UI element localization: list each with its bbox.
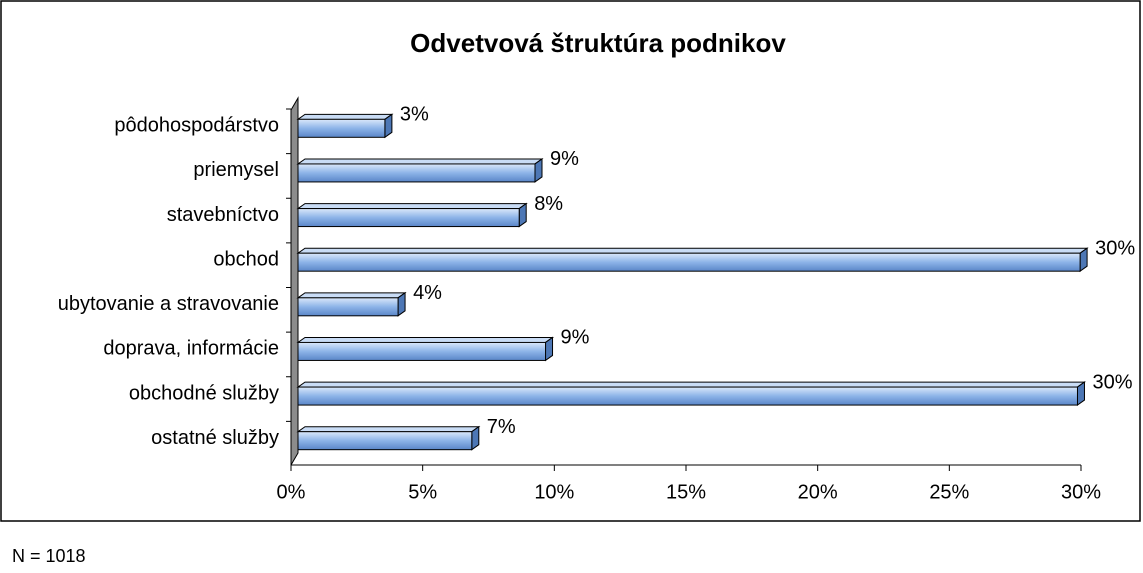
x-tick-label: 30% bbox=[1061, 481, 1101, 503]
value-label: 30% bbox=[1095, 237, 1135, 259]
y-tick-label: obchodné služby bbox=[129, 382, 279, 404]
value-label: 4% bbox=[413, 282, 442, 304]
x-tick-label: 10% bbox=[534, 481, 574, 503]
value-label: 3% bbox=[400, 104, 429, 126]
bar-top bbox=[296, 292, 407, 299]
bar bbox=[297, 252, 1081, 272]
bar-top bbox=[296, 381, 1087, 388]
y-tick-label: ubytovanie a stravovanie bbox=[58, 293, 279, 315]
y-tick-label: ostatné služby bbox=[151, 427, 279, 449]
x-tick-label: 20% bbox=[798, 481, 838, 503]
x-tick-label: 15% bbox=[666, 481, 706, 503]
x-tick-label: 5% bbox=[408, 481, 437, 503]
y-tick-label: priemysel bbox=[193, 159, 279, 181]
y-tick-label: pôdohospodárstvo bbox=[114, 115, 279, 137]
bar bbox=[297, 386, 1078, 406]
y-tick-label: doprava, informácie bbox=[103, 338, 279, 360]
value-label: 8% bbox=[534, 193, 563, 215]
bar-top bbox=[296, 203, 528, 210]
x-tick-label: 25% bbox=[929, 481, 969, 503]
bar bbox=[297, 297, 399, 317]
axis-wall bbox=[290, 96, 299, 467]
value-label: 9% bbox=[561, 327, 590, 349]
bar-top bbox=[296, 336, 555, 343]
y-tick-label: obchod bbox=[213, 248, 279, 270]
bar bbox=[297, 118, 386, 138]
bar bbox=[297, 431, 473, 451]
value-label: 7% bbox=[487, 416, 516, 438]
bar bbox=[297, 341, 547, 361]
bar-top bbox=[296, 426, 481, 433]
y-tick-label: stavebníctvo bbox=[167, 204, 279, 226]
x-tick-label: 0% bbox=[277, 481, 306, 503]
bar-top bbox=[296, 158, 544, 165]
bar bbox=[297, 163, 536, 183]
bar-top bbox=[296, 247, 1089, 254]
chart-title: Odvetvová štruktúra podnikov bbox=[410, 28, 786, 58]
note: N = 1018 bbox=[12, 546, 86, 566]
bar bbox=[297, 208, 520, 228]
value-label: 9% bbox=[550, 148, 579, 170]
value-label: 30% bbox=[1092, 371, 1132, 393]
bar-top bbox=[296, 113, 394, 120]
